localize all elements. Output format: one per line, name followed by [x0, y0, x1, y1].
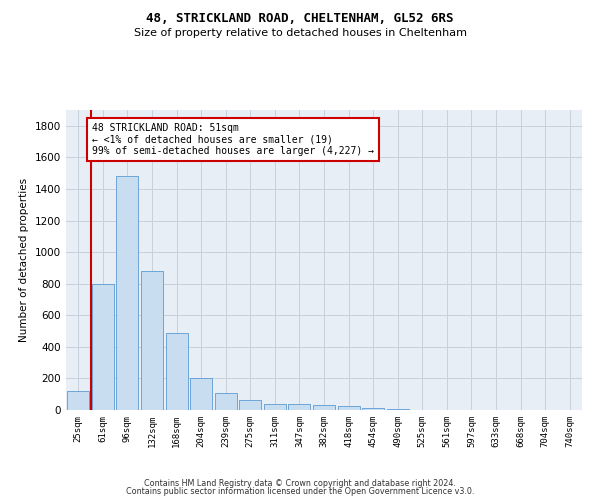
Bar [141, 271, 163, 410]
Bar [386, 409, 409, 410]
Text: 48 STRICKLAND ROAD: 51sqm
← <1% of detached houses are smaller (19)
99% of semi-: 48 STRICKLAND ROAD: 51sqm ← <1% of detac… [92, 122, 374, 156]
Bar [116, 176, 139, 410]
Bar [239, 400, 262, 410]
Bar [338, 406, 359, 410]
Y-axis label: Number of detached properties: Number of detached properties [19, 178, 29, 342]
Bar [264, 404, 286, 410]
Bar [166, 332, 188, 410]
Text: Contains public sector information licensed under the Open Government Licence v3: Contains public sector information licen… [126, 487, 474, 496]
Bar [92, 284, 114, 410]
Text: Size of property relative to detached houses in Cheltenham: Size of property relative to detached ho… [133, 28, 467, 38]
Bar [67, 391, 89, 410]
Text: Contains HM Land Registry data © Crown copyright and database right 2024.: Contains HM Land Registry data © Crown c… [144, 478, 456, 488]
Bar [313, 406, 335, 410]
Bar [215, 394, 237, 410]
Bar [289, 404, 310, 410]
Bar [190, 378, 212, 410]
Bar [362, 408, 384, 410]
Text: 48, STRICKLAND ROAD, CHELTENHAM, GL52 6RS: 48, STRICKLAND ROAD, CHELTENHAM, GL52 6R… [146, 12, 454, 26]
